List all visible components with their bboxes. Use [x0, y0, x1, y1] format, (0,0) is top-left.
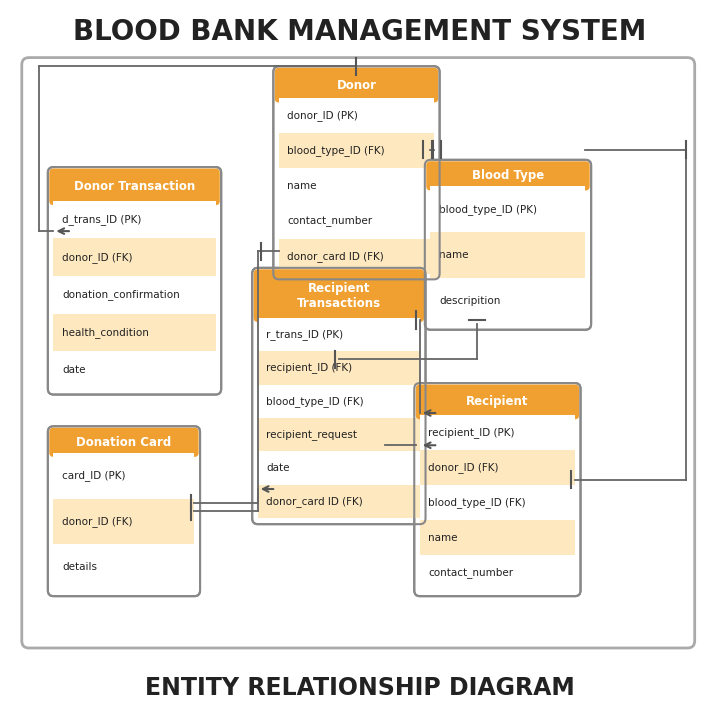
FancyBboxPatch shape	[275, 68, 438, 102]
Text: recipient_ID (PK): recipient_ID (PK)	[428, 427, 515, 438]
Text: contact_number: contact_number	[287, 215, 372, 226]
Text: donor_ID (PK): donor_ID (PK)	[287, 110, 359, 121]
Bar	[53, 544, 194, 590]
Bar	[431, 176, 585, 186]
FancyBboxPatch shape	[49, 428, 199, 457]
Text: donation_confirmation: donation_confirmation	[62, 289, 180, 300]
Bar	[53, 498, 194, 544]
Bar	[53, 238, 215, 276]
Text: BLOOD BANK MANAGEMENT SYSTEM: BLOOD BANK MANAGEMENT SYSTEM	[73, 19, 647, 46]
Bar	[258, 451, 420, 485]
Text: donor_ID (FK): donor_ID (FK)	[428, 462, 499, 473]
Text: name: name	[428, 533, 458, 543]
Bar	[258, 418, 420, 451]
FancyBboxPatch shape	[48, 426, 200, 596]
Text: donor_ID (FK): donor_ID (FK)	[62, 516, 132, 527]
Bar	[53, 453, 194, 498]
Bar	[258, 351, 420, 384]
Text: donor_ID (FK): donor_ID (FK)	[62, 252, 132, 263]
Text: ENTITY RELATIONSHIP DIAGRAM: ENTITY RELATIONSHIP DIAGRAM	[145, 675, 575, 700]
Bar	[279, 98, 434, 133]
Text: name: name	[287, 181, 317, 191]
Text: blood_type_ID (FK): blood_type_ID (FK)	[428, 498, 526, 508]
Text: Blood Type: Blood Type	[472, 169, 544, 182]
Bar	[420, 485, 575, 521]
Bar	[53, 201, 215, 238]
Bar	[53, 276, 215, 314]
Text: Recipient
Transactions: Recipient Transactions	[297, 282, 381, 310]
FancyBboxPatch shape	[274, 66, 440, 279]
Text: Recipient: Recipient	[466, 395, 528, 408]
Text: Donor: Donor	[336, 78, 377, 91]
Bar	[258, 384, 420, 418]
Text: blood_type_ID (FK): blood_type_ID (FK)	[266, 396, 364, 407]
Text: blood_type_ID (FK): blood_type_ID (FK)	[287, 145, 385, 156]
Bar	[420, 450, 575, 485]
Bar	[431, 278, 585, 324]
FancyBboxPatch shape	[253, 269, 424, 322]
Bar	[420, 521, 575, 555]
Bar	[53, 351, 215, 389]
Bar	[279, 204, 434, 238]
Text: details: details	[62, 562, 97, 572]
Text: recipient_request: recipient_request	[266, 429, 357, 440]
Bar	[279, 238, 434, 274]
Bar	[279, 168, 434, 204]
Text: donor_card ID (FK): donor_card ID (FK)	[287, 251, 384, 261]
Bar	[431, 186, 585, 232]
Bar	[279, 85, 434, 98]
Bar	[420, 555, 575, 590]
Bar	[258, 296, 420, 318]
Text: donor_card ID (FK): donor_card ID (FK)	[266, 496, 363, 507]
Text: blood_type_ID (PK): blood_type_ID (PK)	[439, 204, 537, 215]
Text: Donation Card: Donation Card	[76, 436, 171, 449]
FancyBboxPatch shape	[426, 161, 590, 191]
FancyBboxPatch shape	[425, 160, 591, 330]
Text: d_trans_ID (PK): d_trans_ID (PK)	[62, 215, 141, 225]
FancyBboxPatch shape	[414, 383, 580, 596]
Bar	[53, 314, 215, 351]
Bar	[279, 133, 434, 168]
Text: contact_number: contact_number	[428, 567, 513, 578]
Bar	[420, 415, 575, 450]
Bar	[258, 318, 420, 351]
FancyBboxPatch shape	[49, 168, 220, 205]
Text: descripition: descripition	[439, 296, 500, 306]
FancyBboxPatch shape	[48, 167, 221, 395]
Text: r_trans_ID (PK): r_trans_ID (PK)	[266, 329, 343, 340]
Text: card_ID (PK): card_ID (PK)	[62, 470, 125, 481]
FancyBboxPatch shape	[252, 268, 426, 524]
Bar	[258, 485, 420, 518]
Bar	[431, 232, 585, 278]
Text: recipient_ID (FK): recipient_ID (FK)	[266, 362, 352, 373]
Bar	[53, 442, 194, 453]
Text: date: date	[266, 463, 289, 473]
Text: health_condition: health_condition	[62, 327, 149, 338]
Bar	[53, 187, 215, 201]
FancyBboxPatch shape	[415, 384, 579, 419]
Text: name: name	[439, 250, 469, 260]
Bar	[420, 402, 575, 415]
Text: Donor Transaction: Donor Transaction	[74, 180, 195, 194]
Text: date: date	[62, 365, 86, 375]
